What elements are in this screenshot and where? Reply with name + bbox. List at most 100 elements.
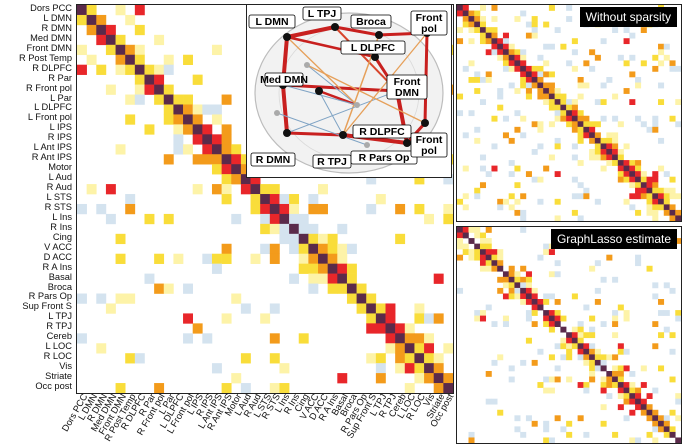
matrix-cell (623, 27, 630, 33)
row-label: R DLPFC (32, 62, 72, 73)
matrix-cell (640, 171, 647, 177)
matrix-cell (497, 49, 504, 56)
matrix-cell (395, 233, 406, 245)
matrix-cell (600, 149, 607, 155)
matrix-cell (566, 115, 573, 122)
matrix-cell (629, 409, 636, 416)
matrix-cell (531, 176, 538, 183)
matrix-cell (221, 124, 232, 135)
matrix-cell (211, 363, 222, 374)
matrix-cell (543, 21, 550, 28)
matrix-cell (548, 437, 555, 443)
matrix-cell (594, 299, 601, 305)
matrix-cell (623, 198, 630, 205)
matrix-cell (600, 99, 607, 105)
matrix-cell (548, 376, 555, 383)
matrix-cell (269, 184, 280, 195)
matrix-cell (457, 232, 464, 239)
matrix-cell (520, 215, 527, 221)
row-label: R Par (48, 72, 72, 83)
matrix-cell (474, 88, 481, 94)
matrix-cell (658, 310, 665, 316)
matrix-diagonal-cell (134, 64, 145, 75)
matrix-diagonal-cell (318, 253, 328, 264)
matrix-cell (675, 65, 681, 72)
matrix-cell (635, 193, 642, 200)
matrix-cell (269, 213, 280, 225)
matrix-cell (491, 249, 498, 255)
matrix-diagonal-cell (491, 260, 498, 267)
matrix-cell (474, 77, 481, 83)
matrix-cell (548, 293, 555, 300)
matrix-cell (508, 160, 515, 166)
matrix-cell (583, 387, 590, 394)
matrix-cell (663, 326, 670, 333)
matrix-diagonal-cell (125, 54, 136, 65)
matrix-cell (525, 93, 532, 100)
matrix-cell (144, 124, 155, 135)
matrix-cell (589, 154, 596, 161)
matrix-cell (537, 176, 544, 183)
matrix-cell (514, 276, 521, 283)
graph-edge (286, 90, 398, 134)
matrix-cell (289, 194, 300, 205)
matrix-cell (577, 354, 584, 361)
matrix-cell (479, 315, 487, 322)
matrix-cell (457, 198, 464, 205)
matrix-cell (635, 77, 642, 83)
matrix-cell (548, 249, 555, 255)
matrix-cell (617, 165, 624, 172)
matrix-cell (548, 82, 555, 89)
matrix-cell (560, 99, 567, 105)
matrix-cell (583, 187, 590, 194)
matrix-cell (669, 204, 676, 211)
matrix-cell (86, 184, 97, 195)
matrix-cell (652, 387, 659, 394)
matrix-cell (502, 115, 509, 122)
matrix-cell (221, 134, 232, 145)
matrix-cell (589, 371, 596, 377)
matrix-cell (571, 343, 578, 350)
matrix-cell (537, 93, 544, 100)
graphlasso-matrix (456, 226, 682, 444)
matrix-cell (635, 387, 642, 394)
brain-labels: L DMN L TPJ Broca Front pol L DLPFC Med DMN Fro… (248, 6, 448, 169)
matrix-cell (612, 143, 619, 150)
matrix-cell (652, 171, 659, 177)
row-label: R Aud (46, 182, 72, 193)
matrix-cell (589, 126, 596, 133)
matrix-cell (520, 227, 527, 233)
matrix-cell (623, 160, 630, 166)
matrix-cell (531, 310, 538, 316)
matrix-cell (640, 193, 647, 200)
matrix-cell (221, 94, 232, 105)
matrix-cell (502, 276, 509, 283)
matrix-cell (623, 348, 630, 355)
matrix-cell (404, 383, 415, 393)
matrix-cell (385, 313, 396, 324)
matrix-cell (537, 88, 544, 94)
matrix-cell (554, 88, 561, 94)
matrix-diagonal-cell (479, 27, 487, 33)
row-label: Dors PCC (30, 2, 72, 13)
matrix-cell (485, 304, 492, 311)
matrix-cell (491, 265, 498, 272)
row-label: L Aud (48, 172, 72, 183)
matrix-cell (629, 176, 636, 183)
matrix-cell (629, 165, 636, 172)
matrix-cell (640, 382, 647, 388)
matrix-cell (308, 263, 319, 274)
matrix-cell (457, 38, 464, 45)
matrix-cell (525, 276, 532, 283)
matrix-cell (289, 233, 300, 245)
matrix-cell (457, 254, 464, 261)
node-label-box (350, 150, 418, 165)
matrix-cell (279, 194, 290, 205)
matrix-cell (231, 154, 242, 165)
matrix-diagonal-cell (617, 160, 624, 166)
matrix-cell (485, 398, 492, 405)
matrix-cell (640, 27, 647, 33)
matrix-cell (96, 203, 107, 215)
matrix-cell (652, 182, 659, 189)
matrix-cell (669, 332, 676, 339)
